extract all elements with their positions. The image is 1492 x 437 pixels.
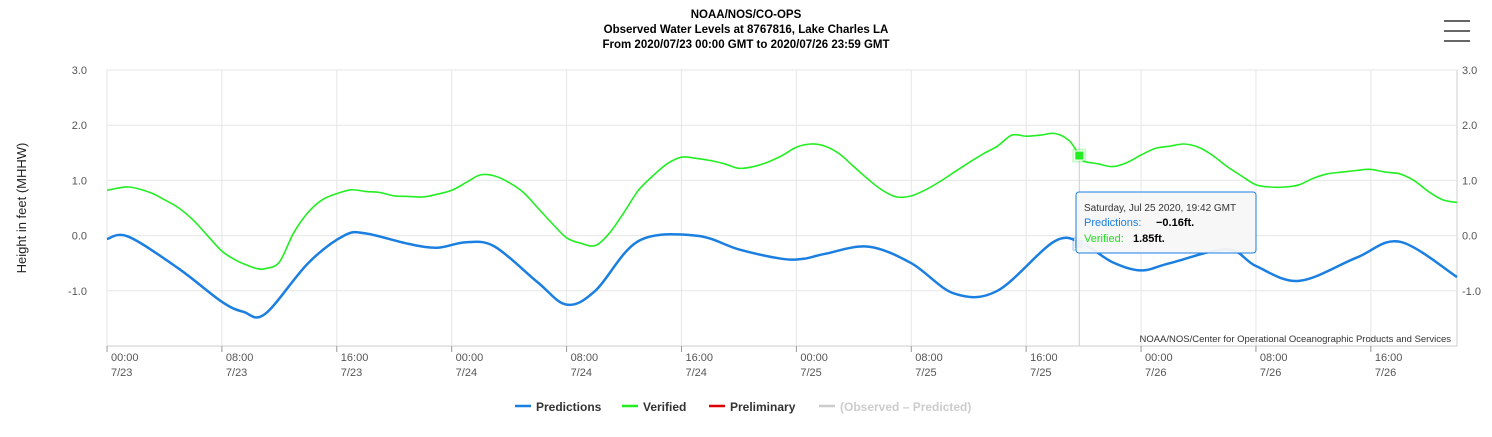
- y-tick-label-right: -1.0: [1462, 286, 1481, 298]
- legend-item-observed-predicted[interactable]: (Observed – Predicted): [819, 400, 971, 414]
- x-tick-time: 00:00: [456, 352, 484, 364]
- x-tick-date: 7/23: [226, 367, 247, 379]
- x-tick-time: 08:00: [226, 352, 254, 364]
- x-tick-date: 7/26: [1145, 367, 1166, 379]
- y-tick-label-left: 0.0: [72, 231, 87, 243]
- x-tick-date: 7/24: [685, 367, 706, 379]
- x-tick-date: 7/23: [341, 367, 362, 379]
- hover-marker-verified: [1074, 150, 1085, 161]
- x-tick-date: 7/26: [1260, 367, 1281, 379]
- x-tick-time: 00:00: [111, 352, 139, 364]
- x-tick-date: 7/25: [1030, 367, 1051, 379]
- legend: Predictions Verified Preliminary (Observed …: [515, 400, 971, 414]
- series: [106, 132, 1458, 319]
- tooltip-predictions-value: −0.16ft.: [1156, 217, 1194, 229]
- credits-text[interactable]: NOAA/NOS/Center for Operational Oceanogr…: [1139, 334, 1451, 345]
- x-tick-time: 16:00: [341, 352, 369, 364]
- tooltip-header: Saturday, Jul 25 2020, 19:42 GMT: [1084, 203, 1236, 214]
- chart-title-line3: From 2020/07/23 00:00 GMT to 2020/07/26 …: [602, 39, 889, 51]
- x-axis-ticks: 00:00 7/23 08:00 7/23 16:00 7/23 00:00 7/24 08:0…: [106, 346, 1403, 379]
- legend-label: Verified: [643, 400, 686, 414]
- series-line-predictions: [106, 230, 1458, 319]
- x-tick-time: 08:00: [571, 352, 599, 364]
- y-axis-title: Height in feet (MHHW): [14, 143, 29, 274]
- chart-title-line1: NOAA/NOS/CO-OPS: [691, 9, 802, 21]
- x-tick-time: 08:00: [1260, 352, 1288, 364]
- x-tick-date: 7/26: [1375, 367, 1396, 379]
- legend-label: (Observed – Predicted): [840, 400, 971, 414]
- x-tick-time: 08:00: [915, 352, 943, 364]
- legend-label: Predictions: [536, 400, 602, 414]
- y-axis-left-ticks: 3.0 2.0 1.0 0.0 -1.0: [68, 65, 87, 298]
- y-tick-label-left: -1.0: [68, 286, 87, 298]
- x-tick-time: 00:00: [1145, 352, 1173, 364]
- x-tick-time: 16:00: [1030, 352, 1058, 364]
- series-line-verified: [106, 132, 1458, 271]
- y-tick-label-left: 3.0: [72, 65, 87, 77]
- tooltip-verified-value: 1.85ft.: [1133, 233, 1165, 245]
- x-tick-time: 00:00: [800, 352, 828, 364]
- chart-title-line2: Observed Water Levels at 8767816, Lake C…: [604, 24, 889, 36]
- x-tick-date: 7/24: [571, 367, 592, 379]
- tooltip-box: [1075, 191, 1257, 254]
- y-tick-label-left: 1.0: [72, 175, 87, 187]
- x-tick-date: 7/25: [800, 367, 821, 379]
- legend-item-verified[interactable]: Verified: [622, 400, 686, 414]
- legend-item-predictions[interactable]: Predictions: [515, 400, 602, 414]
- y-tick-label-right: 0.0: [1462, 231, 1477, 243]
- y-tick-label-left: 2.0: [72, 120, 87, 132]
- tooltip: Saturday, Jul 25 2020, 19:42 GMT Predict…: [1075, 191, 1257, 254]
- x-tick-date: 7/24: [456, 367, 477, 379]
- y-tick-label-right: 1.0: [1462, 175, 1477, 187]
- x-tick-date: 7/25: [915, 367, 936, 379]
- legend-label: Preliminary: [730, 400, 796, 414]
- x-tick-time: 16:00: [1375, 352, 1403, 364]
- legend-item-preliminary[interactable]: Preliminary: [709, 400, 796, 414]
- tooltip-verified-label: Verified:: [1084, 233, 1124, 245]
- hamburger-menu-icon[interactable]: [1440, 16, 1474, 46]
- x-tick-date: 7/23: [111, 367, 132, 379]
- tooltip-predictions-label: Predictions:: [1084, 217, 1141, 229]
- y-axis-right-ticks: 3.0 2.0 1.0 0.0 -1.0: [1462, 65, 1481, 298]
- y-tick-label-right: 2.0: [1462, 120, 1477, 132]
- x-tick-time: 16:00: [685, 352, 713, 364]
- y-tick-label-right: 3.0: [1462, 65, 1477, 77]
